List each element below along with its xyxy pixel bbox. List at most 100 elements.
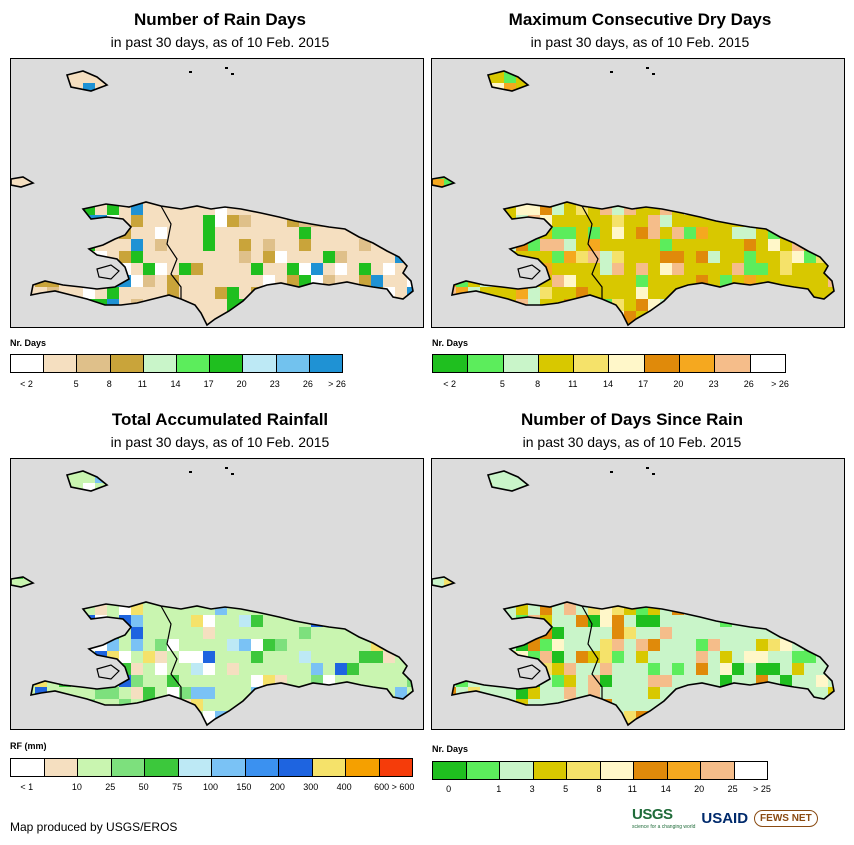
grid-cell [768, 119, 781, 132]
grid-cell [732, 579, 745, 592]
grid-cell [444, 699, 457, 712]
grid-cell [672, 299, 685, 312]
grid-cell [816, 251, 829, 264]
grid-cell [732, 119, 745, 132]
grid-cell [47, 251, 60, 264]
grid-cell [492, 299, 505, 312]
grid-cell [648, 495, 661, 508]
legend-swatch [503, 355, 539, 372]
grid-cell [564, 471, 577, 472]
grid-cell [528, 711, 541, 724]
grid-cell [371, 483, 384, 496]
grid-cell [107, 131, 120, 144]
grid-cell [179, 639, 192, 652]
grid-cell [23, 555, 36, 568]
grid-cell [564, 71, 577, 84]
grid-cell [71, 579, 84, 592]
grid-cell [407, 507, 413, 520]
grid-cell [684, 639, 697, 652]
grid-cell [636, 663, 649, 676]
grid-cell [528, 179, 541, 192]
grid-cell [311, 119, 324, 132]
grid-cell [95, 227, 108, 240]
grid-cell [684, 483, 697, 496]
grid-cell [768, 603, 781, 616]
map-dry-days[interactable] [431, 58, 845, 328]
grid-cell [780, 83, 793, 96]
grid-cell [756, 519, 769, 532]
grid-cell [624, 543, 637, 556]
grid-cell [35, 603, 48, 616]
grid-cell [516, 287, 529, 300]
grid-cell [660, 323, 673, 325]
grid-cell [71, 471, 84, 484]
grid-cell [456, 663, 469, 676]
grid-cell [756, 687, 769, 700]
grid-cell [119, 471, 132, 484]
grid-cell [299, 119, 312, 132]
grid-cell [203, 483, 216, 496]
grid-cell [816, 471, 829, 472]
grid-cell [155, 167, 168, 180]
grid-cell [131, 627, 144, 640]
coastline [450, 201, 835, 327]
grid-cell [215, 471, 228, 484]
grid-cell [648, 119, 661, 132]
islet [646, 467, 649, 469]
grid-cell [708, 687, 721, 700]
grid-cell [131, 107, 144, 120]
grid-cell [444, 71, 457, 72]
grid-cell [828, 155, 834, 168]
grid-cell [780, 495, 793, 508]
grid-cell [576, 555, 589, 568]
grid-cell [23, 483, 36, 496]
grid-cell [311, 167, 324, 180]
grid-cell [648, 191, 661, 204]
grid-cell [347, 675, 360, 688]
grid-cell [11, 711, 24, 724]
grid-cell [311, 711, 324, 724]
map-rainfall[interactable] [10, 458, 424, 730]
map-since-rain[interactable] [431, 458, 845, 730]
grid-cell [371, 591, 384, 604]
grid-cell [359, 687, 372, 700]
grid-cell [143, 555, 156, 568]
grid-cell [359, 471, 372, 472]
grid-cell [480, 507, 493, 520]
grid-cell [335, 107, 348, 120]
grid-cell [371, 627, 384, 640]
grid-cell [239, 143, 252, 156]
grid-cell [492, 711, 505, 724]
grid-cell [732, 299, 745, 312]
grid-cell [756, 71, 769, 84]
grid-cell [612, 83, 625, 96]
grid-cell [696, 675, 709, 688]
grid-cell [383, 167, 396, 180]
grid-cell [816, 299, 829, 312]
grid-cell [804, 483, 817, 496]
grid-cell [407, 179, 413, 192]
grid-cell [227, 639, 240, 652]
grid-cell [131, 579, 144, 592]
grid-cell [660, 95, 673, 108]
grid-cell [768, 179, 781, 192]
grid-cell [287, 71, 300, 72]
grid-cell [347, 471, 360, 484]
grid-cell [347, 663, 360, 676]
grid-cell [227, 95, 240, 108]
grid-cell [516, 143, 529, 156]
grid-cell [516, 179, 529, 192]
grid-cell [648, 215, 661, 228]
grid-cell [359, 83, 372, 96]
legend-label: 14 [170, 379, 181, 389]
grid-cell [444, 651, 457, 664]
map-rain-days[interactable] [10, 58, 424, 328]
grid-cell [432, 603, 445, 616]
grid-cell [780, 95, 793, 108]
grid-cell [684, 711, 697, 724]
grid-cell [588, 531, 601, 544]
grid-cell [119, 203, 132, 216]
grid-cell [564, 579, 577, 592]
grid-cell [792, 699, 805, 712]
grid-cell [419, 483, 423, 496]
